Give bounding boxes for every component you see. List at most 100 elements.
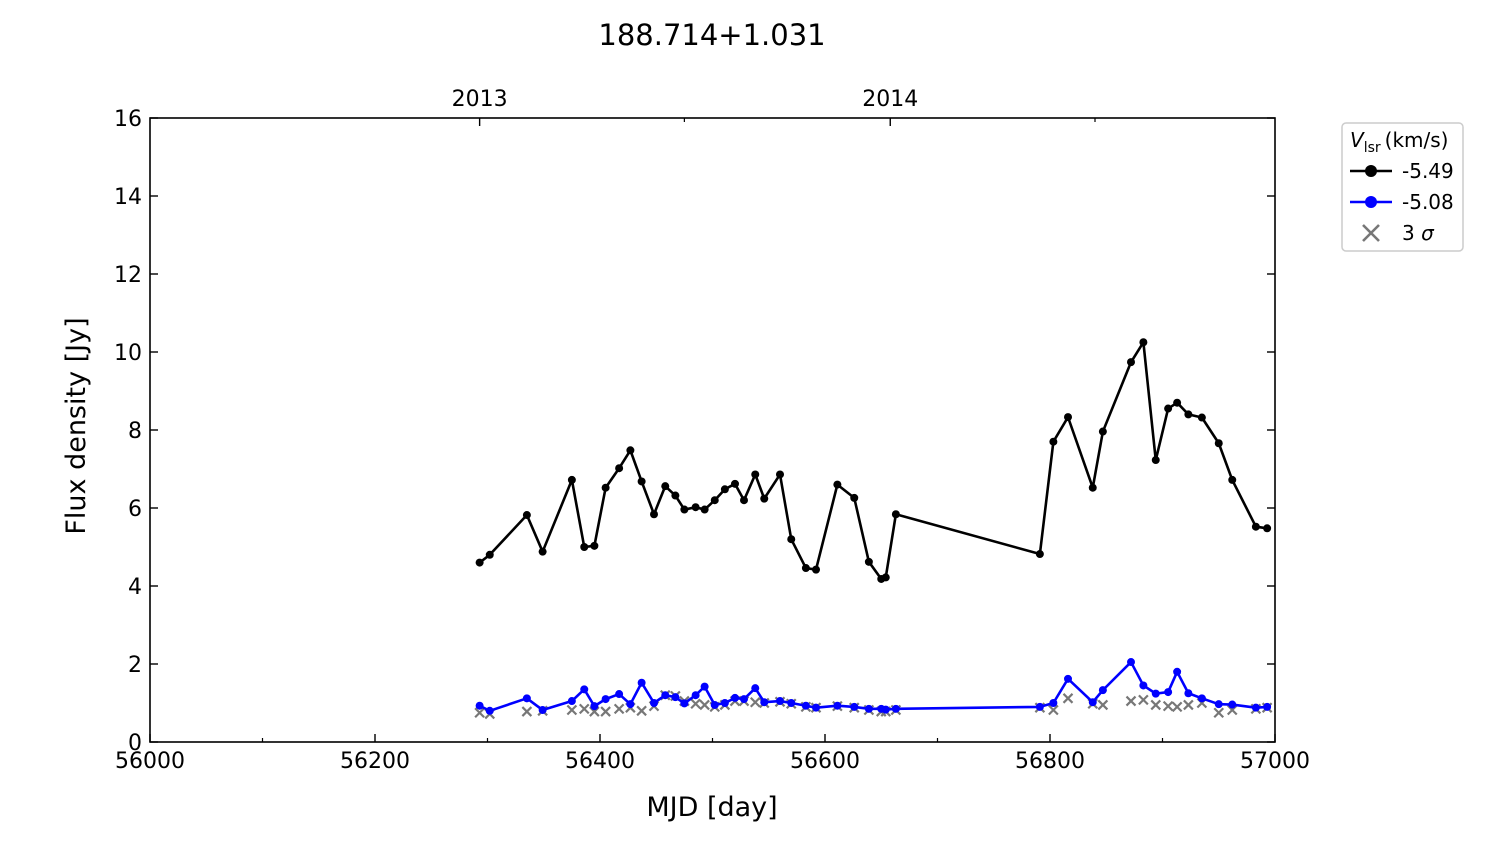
x-tick-label: 56200: [340, 749, 410, 774]
data-point: [637, 678, 646, 687]
data-point: [850, 493, 859, 502]
series-0: [475, 338, 1272, 583]
data-point: [567, 697, 576, 706]
y-tick-label: 2: [128, 653, 142, 678]
data-point: [522, 694, 531, 703]
data-point: [1263, 524, 1272, 533]
sigma-marker: [1183, 699, 1194, 711]
x-tick-label: 57000: [1240, 749, 1310, 774]
data-point: [760, 698, 769, 707]
sigma-marker: [1138, 694, 1149, 706]
sigma-marker: [1048, 704, 1059, 716]
data-point: [1151, 689, 1160, 698]
data-point: [740, 496, 748, 505]
x-tick-label: 56400: [565, 749, 635, 774]
sigma-marker: [521, 706, 533, 717]
data-point: [776, 697, 784, 706]
data-point: [615, 690, 624, 699]
data-point: [650, 510, 658, 519]
data-point: [538, 547, 547, 556]
data-point: [1184, 689, 1193, 698]
data-point: [1064, 674, 1072, 683]
data-point: [691, 503, 700, 512]
data-point: [637, 477, 646, 486]
data-point: [720, 485, 729, 494]
legend-title: Vlsr (km/s): [1350, 128, 1448, 156]
data-point: [650, 699, 658, 707]
data-point: [891, 704, 900, 713]
data-point: [626, 446, 635, 455]
data-point: [710, 496, 719, 505]
data-point: [833, 701, 842, 710]
sigma-marker: [474, 707, 485, 719]
data-point: [1228, 475, 1237, 484]
x-tick-label: 56000: [115, 749, 185, 774]
data-point: [680, 699, 689, 708]
data-point: [1184, 410, 1193, 419]
sigma-marker: [613, 703, 625, 715]
data-point: [485, 550, 494, 559]
data-point: [1173, 398, 1182, 407]
sigma-marker: [749, 696, 761, 708]
data-point: [1164, 688, 1173, 697]
data-point: [833, 480, 842, 489]
data-point: [1197, 413, 1206, 422]
sigma-marker: [1062, 693, 1074, 704]
sigma-marker: [636, 705, 647, 717]
y-tick-label: 10: [114, 341, 142, 366]
data-point: [590, 702, 599, 711]
data-point: [580, 685, 589, 694]
data-point: [1098, 427, 1107, 436]
data-point: [1088, 698, 1097, 707]
data-point: [1263, 702, 1272, 711]
series-line: [478, 340, 1268, 581]
data-point: [1127, 658, 1135, 667]
top-tick-label: 2014: [862, 87, 918, 112]
data-point: [1035, 702, 1044, 711]
data-point: [864, 557, 873, 566]
data-point: [626, 700, 635, 709]
data-point: [1098, 686, 1107, 695]
data-point: [1049, 699, 1058, 707]
y-tick-label: 4: [128, 575, 142, 600]
legend-entry: -5.49: [1350, 159, 1454, 183]
data-point: [1139, 681, 1148, 690]
sigma-marker: [1150, 699, 1162, 711]
data-point: [671, 491, 680, 500]
data-point: [1139, 338, 1148, 347]
y-axis-label: Flux density [Jy]: [61, 317, 92, 534]
sigma-marker: [690, 698, 701, 710]
data-point: [864, 704, 873, 713]
chart-title: 188.714+1.031: [598, 18, 825, 52]
legend-marker: [1365, 165, 1377, 177]
data-point: [700, 505, 709, 514]
sigma-marker: [1125, 695, 1137, 707]
data-point: [1197, 694, 1206, 703]
data-point: [567, 475, 576, 484]
data-point: [751, 684, 760, 693]
data-point: [720, 699, 729, 707]
series-1: [475, 658, 1272, 715]
data-point: [1164, 404, 1173, 413]
legend-label: -5.49: [1402, 159, 1454, 183]
sigma-marker: [1097, 699, 1109, 711]
data-point: [881, 705, 890, 714]
data-point: [1214, 439, 1223, 448]
data-point: [1127, 358, 1135, 367]
y-tick-label: 12: [114, 263, 142, 288]
data-point: [891, 510, 900, 519]
y-tick-label: 0: [128, 731, 142, 756]
data-point: [801, 701, 810, 710]
data-point: [1251, 703, 1260, 712]
data-point: [1064, 413, 1072, 422]
data-point: [1228, 700, 1237, 709]
legend-entry: 3 σ: [1362, 221, 1435, 245]
plot-frame: [149, 117, 1276, 743]
data-point: [475, 558, 484, 567]
data-point: [1214, 700, 1223, 709]
x-tick-label: 56600: [790, 749, 860, 774]
sigma-marker: [566, 704, 578, 716]
data-point: [1151, 456, 1160, 465]
sigma-marker: [699, 699, 710, 711]
